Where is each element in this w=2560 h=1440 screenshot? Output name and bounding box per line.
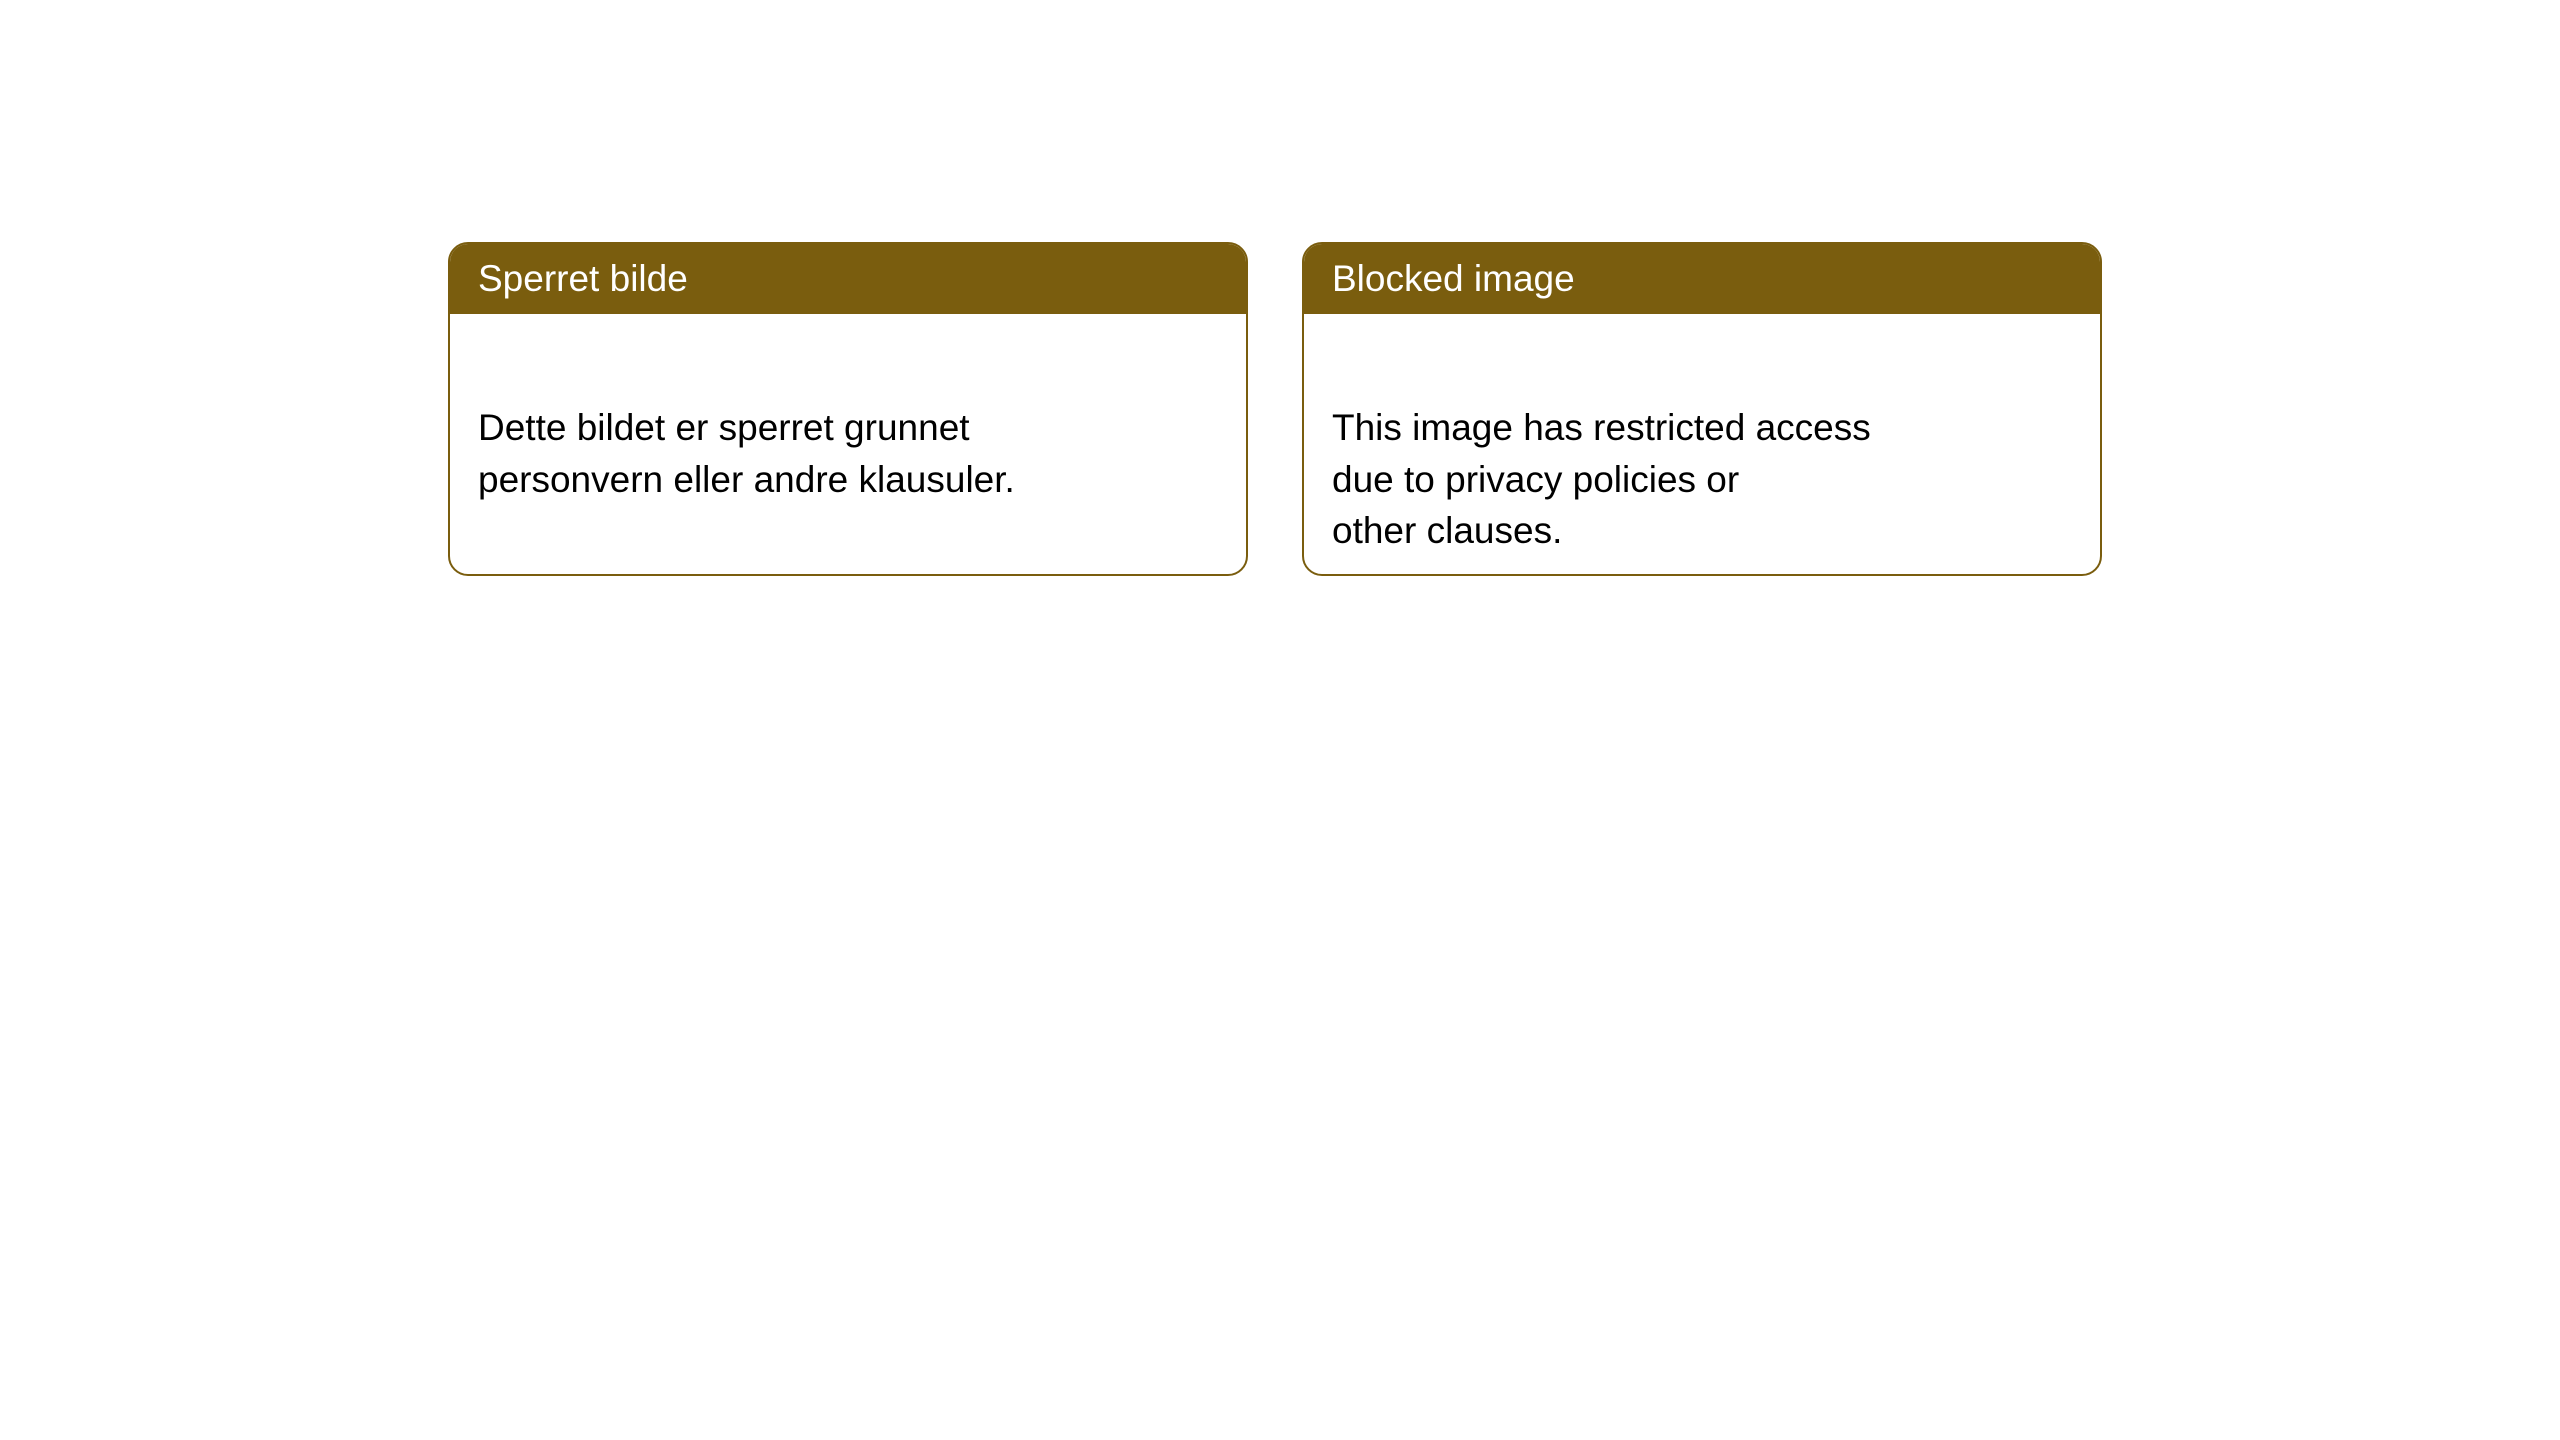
notice-body-text: Dette bildet er sperret grunnet personve… (478, 407, 1015, 500)
notice-body: This image has restricted access due to … (1304, 314, 2100, 576)
notice-container: Sperret bilde Dette bildet er sperret gr… (0, 0, 2560, 576)
notice-body: Dette bildet er sperret grunnet personve… (450, 314, 1246, 541)
notice-header: Sperret bilde (450, 244, 1246, 314)
notice-card-english: Blocked image This image has restricted … (1302, 242, 2102, 576)
notice-body-text: This image has restricted access due to … (1332, 407, 1871, 552)
notice-title: Blocked image (1332, 258, 1575, 299)
notice-header: Blocked image (1304, 244, 2100, 314)
notice-card-norwegian: Sperret bilde Dette bildet er sperret gr… (448, 242, 1248, 576)
notice-title: Sperret bilde (478, 258, 688, 299)
